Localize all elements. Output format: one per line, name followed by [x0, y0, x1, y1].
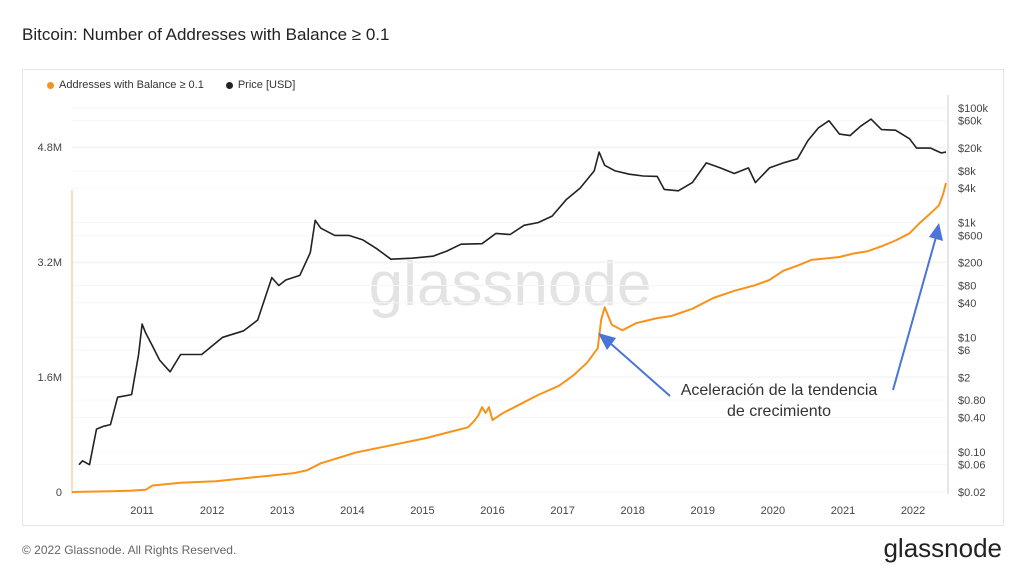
right-tick-label: $40 [958, 298, 976, 310]
x-tick-label: 2016 [480, 505, 504, 517]
right-tick-label: $200 [958, 258, 982, 270]
left-tick-label: 1.6M [38, 372, 62, 384]
legend: Addresses with Balance ≥ 0.1 Price [USD] [47, 79, 295, 91]
right-tick-label: $60k [958, 116, 982, 128]
annotation-line-2: de crecimiento [727, 403, 831, 420]
x-tick-label: 2013 [270, 505, 294, 517]
arrow-line-left [609, 342, 671, 397]
left-tick-label: 3.2M [38, 257, 62, 269]
x-tick-label: 2012 [200, 505, 224, 517]
legend-item-price[interactable]: Price [USD] [225, 79, 296, 91]
chart-title: Bitcoin: Number of Addresses with Balanc… [22, 25, 390, 44]
x-tick-label: 2019 [691, 505, 715, 517]
footer-logo: glassnode [883, 533, 1002, 563]
x-tick-label: 2014 [340, 505, 364, 517]
right-tick-label: $80 [958, 281, 976, 293]
annotation-line-1: Aceleración de la tendencia [681, 382, 878, 399]
left-tick-label: 0 [56, 487, 62, 499]
x-tick-label: 2018 [620, 505, 644, 517]
annotation: Aceleración de la tendencia de crecimien… [598, 223, 943, 420]
right-tick-label: $0.10 [958, 447, 986, 459]
left-axis: 0 1.6M 3.2M 4.8M [38, 142, 62, 499]
right-tick-label: $1k [958, 218, 976, 230]
x-tick-label: 2017 [550, 505, 574, 517]
arrow-head-right [929, 223, 943, 241]
legend-label-price: Price [USD] [237, 79, 296, 91]
legend-dot-price [225, 81, 233, 89]
right-tick-label: $0.02 [958, 487, 986, 499]
right-tick-label: $4k [958, 183, 976, 195]
watermark: glassnode [369, 250, 652, 319]
x-tick-label: 2022 [901, 505, 925, 517]
right-tick-label: $8k [958, 166, 976, 178]
right-tick-label: $0.80 [958, 395, 986, 407]
legend-item-addresses[interactable]: Addresses with Balance ≥ 0.1 [47, 79, 204, 91]
right-tick-label: $0.06 [958, 460, 986, 472]
x-tick-label: 2015 [410, 505, 434, 517]
series-line-price [78, 118, 947, 466]
arrow-line-right [892, 236, 937, 391]
x-tick-label: 2020 [761, 505, 785, 517]
right-axis: $100k$60k$20k$8k$4k$1k$600$200$80$40$10$… [947, 95, 988, 499]
right-tick-label: $20k [958, 143, 982, 155]
right-tick-label: $2 [958, 372, 970, 384]
legend-dot-addresses [47, 81, 54, 89]
series-group [71, 118, 947, 493]
arrow-head-left [598, 333, 616, 350]
x-tick-label: 2021 [831, 505, 855, 517]
right-tick-label: $600 [958, 230, 982, 242]
x-tick-label: 2011 [130, 505, 154, 517]
right-tick-label: $0.40 [958, 412, 986, 424]
legend-label-addresses: Addresses with Balance ≥ 0.1 [59, 79, 204, 91]
right-tick-label: $10 [958, 332, 976, 344]
right-tick-label: $100k [958, 103, 988, 115]
right-tick-label: $6 [958, 345, 970, 357]
series-line-addresses [71, 182, 947, 493]
copyright: © 2022 Glassnode. All Rights Reserved. [22, 543, 237, 557]
left-tick-label: 4.8M [38, 142, 62, 154]
grid-lines [71, 107, 946, 494]
chart-panel [22, 69, 1004, 526]
x-axis: 2011 2012 2013 2014 2015 2016 2017 2018 2019 2020… [130, 505, 925, 517]
